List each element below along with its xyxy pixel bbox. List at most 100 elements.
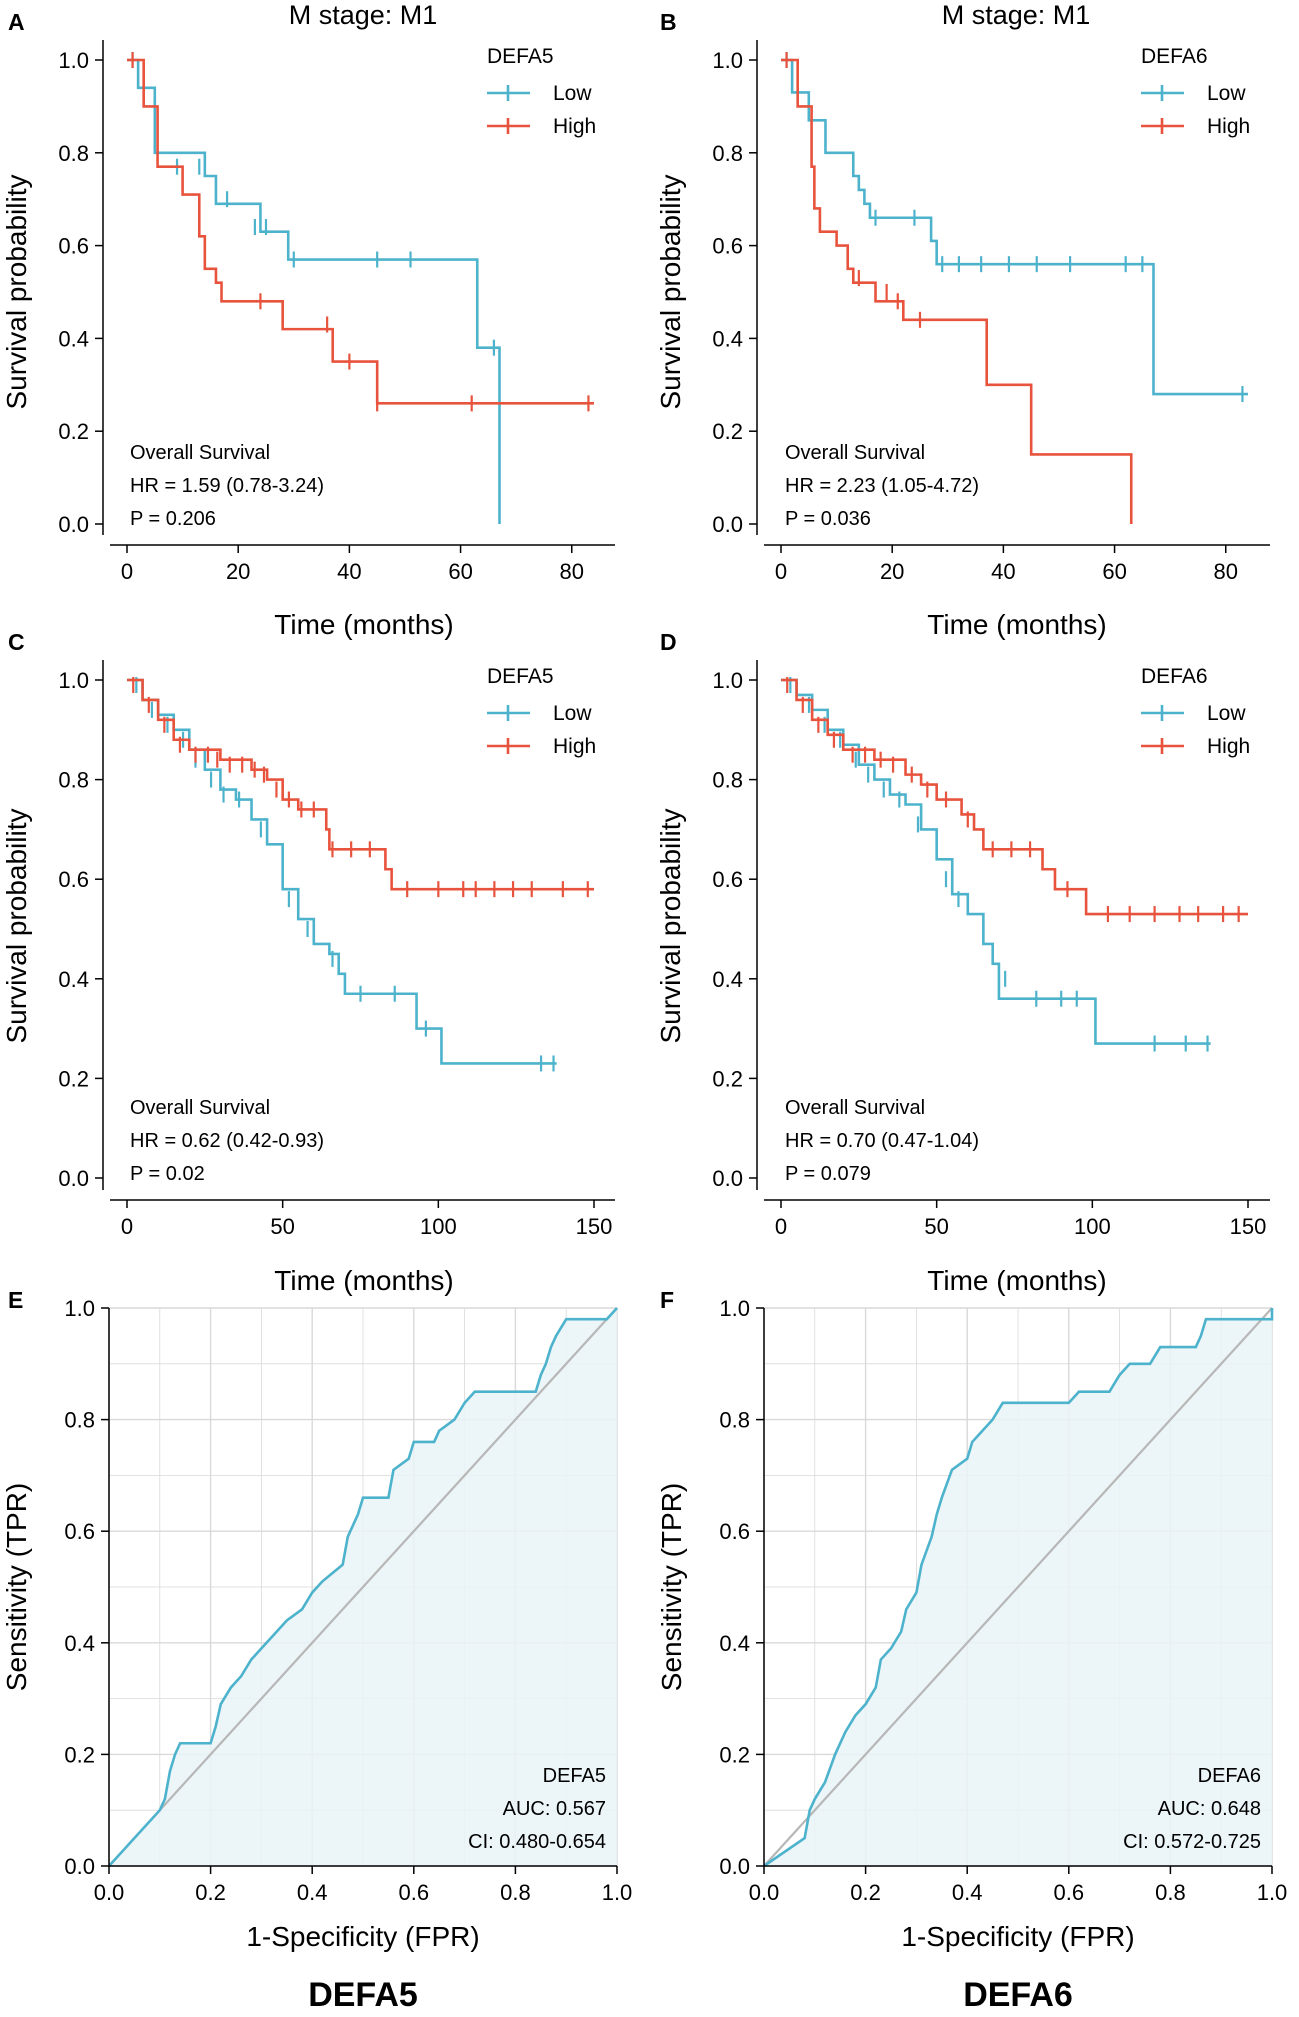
x-tick-label: 40	[991, 559, 1015, 584]
roc-curve	[108, 1307, 618, 1867]
y-tick-label: 1.0	[58, 668, 89, 693]
x-ticks: 0.0 0.2 0.4 0.6 0.8 1.0	[94, 1866, 632, 1905]
legend: DEFA5 Low High	[487, 665, 596, 758]
y-tick-label: 0.0	[712, 512, 743, 537]
roc-curve	[763, 1308, 1274, 1868]
y-tick-label: 0.8	[58, 768, 89, 793]
x-ticks: 0 50 100 150	[121, 1200, 612, 1239]
legend-low-label: Low	[1207, 702, 1246, 725]
y-tick-label: 0.4	[58, 326, 89, 351]
x-ticks: 0 50 100 150	[775, 1200, 1266, 1239]
data-layer	[127, 52, 594, 524]
y-tick-label: 0.8	[712, 141, 743, 166]
y-axis-label: Survival probability	[655, 809, 686, 1044]
y-tick-label: 0.4	[64, 1631, 95, 1656]
annotation-ci: CI: 0.572-0.725	[1123, 1831, 1261, 1853]
x-axis-label: Time (months)	[274, 1265, 453, 1296]
km-curve-low	[781, 58, 1248, 396]
x-tick-label: 100	[1074, 1214, 1111, 1239]
chart-title: M stage: M1	[289, 0, 438, 30]
y-tick-label: 0.0	[64, 1854, 95, 1879]
x-tick-label: 0	[775, 559, 787, 584]
x-axis-label: Time (months)	[274, 609, 453, 640]
x-tick-label: 0.4	[297, 1880, 328, 1905]
y-ticks: 0.0 0.2 0.4 0.6 0.8 1.0	[719, 1296, 764, 1879]
y-ticks: 0.0 0.2 0.4 0.6 0.8 1.0	[64, 1296, 109, 1879]
km-curve-high	[781, 678, 1248, 916]
legend-high-label: High	[1207, 735, 1250, 758]
y-tick-label: 1.0	[58, 48, 89, 73]
x-tick-label: 0.6	[399, 1880, 430, 1905]
km-curve-high	[127, 58, 594, 405]
x-tick-label: 0	[775, 1214, 787, 1239]
annotation-p: P = 0.036	[785, 508, 871, 530]
y-tick-label: 0.6	[58, 867, 89, 892]
y-tick-label: 1.0	[719, 1296, 750, 1321]
x-ticks: 0 20 40 60 80	[775, 545, 1238, 584]
x-tick-label: 0.2	[850, 1880, 881, 1905]
annotation-hr: HR = 0.70 (0.47-1.04)	[785, 1130, 979, 1152]
annotation-hr: HR = 1.59 (0.78-3.24)	[130, 475, 324, 497]
panel-label: D	[660, 629, 677, 655]
y-ticks: 0.0 0.2 0.4 0.6 0.8 1.0	[58, 668, 103, 1191]
y-tick-label: 0.0	[719, 1854, 750, 1879]
y-tick-label: 0.4	[712, 967, 743, 992]
annotation-marker: DEFA5	[543, 1765, 606, 1787]
legend-title: DEFA6	[1141, 45, 1208, 68]
y-tick-label: 0.2	[712, 1066, 743, 1091]
x-tick-label: 0.8	[1155, 1880, 1186, 1905]
y-ticks: 0.0 0.2 0.4 0.6 0.8 1.0	[58, 48, 103, 537]
panel-label: A	[8, 9, 25, 35]
stats-annotation: Overall Survival HR = 0.62 (0.42-0.93) P…	[130, 1097, 324, 1185]
auc-annotation: DEFA5 AUC: 0.567 CI: 0.480-0.654	[468, 1765, 606, 1853]
data-layer	[108, 1307, 618, 1867]
reference-diagonal	[763, 1307, 1273, 1867]
legend-high-label: High	[1207, 115, 1250, 138]
legend-low-label: Low	[1207, 82, 1246, 105]
annotation-p: P = 0.079	[785, 1163, 871, 1185]
data-layer	[781, 676, 1248, 1052]
auc-annotation: DEFA6 AUC: 0.648 CI: 0.572-0.725	[1123, 1765, 1261, 1853]
x-tick-label: 1.0	[1257, 1880, 1288, 1905]
y-tick-label: 0.6	[712, 234, 743, 259]
annotation-title: Overall Survival	[785, 1097, 925, 1119]
x-tick-label: 40	[337, 559, 361, 584]
bottom-title: DEFA6	[963, 1976, 1073, 2014]
annotation-ci: CI: 0.480-0.654	[468, 1831, 606, 1853]
y-axis-label: Sensitivity (TPR)	[1, 1483, 32, 1691]
legend: DEFA5 Low High	[487, 45, 596, 138]
annotation-hr: HR = 2.23 (1.05-4.72)	[785, 475, 979, 497]
annotation-p: P = 0.02	[130, 1163, 205, 1185]
y-tick-label: 0.2	[58, 419, 89, 444]
legend-high-label: High	[553, 735, 596, 758]
y-tick-label: 0.2	[64, 1742, 95, 1767]
legend: DEFA6 Low High	[1141, 665, 1250, 758]
legend-title: DEFA6	[1141, 665, 1208, 688]
legend-low-label: Low	[553, 82, 592, 105]
panel-f: F 0.00.20.40.60.81.0 0.0 0.2 0.4 0.6 0.8 1.0 …	[656, 1287, 1287, 2014]
x-tick-label: 0.4	[952, 1880, 983, 1905]
x-axis-label: 1-Specificity (FPR)	[901, 1921, 1134, 1952]
annotation-marker: DEFA6	[1198, 1765, 1261, 1787]
y-tick-label: 0.0	[58, 512, 89, 537]
y-tick-label: 0.8	[58, 141, 89, 166]
annotation-title: Overall Survival	[130, 1097, 270, 1119]
x-tick-label: 0.0	[94, 1880, 125, 1905]
y-tick-label: 0.8	[719, 1408, 750, 1433]
y-tick-label: 0.0	[712, 1166, 743, 1191]
x-tick-label: 150	[576, 1214, 613, 1239]
legend-title: DEFA5	[487, 45, 554, 68]
panel-c: C 0.0 0.2 0.4 0.6 0.8 1.0 0 50 100 150 Time (mon…	[1, 629, 615, 1296]
x-tick-label: 80	[560, 559, 584, 584]
legend-low-label: Low	[553, 702, 592, 725]
stats-annotation: Overall Survival HR = 0.70 (0.47-1.04) P…	[785, 1097, 979, 1185]
x-tick-label: 0	[121, 559, 133, 584]
x-tick-label: 0.2	[195, 1880, 226, 1905]
panel-e: E 0.00.20.40.60.81.0 0.0 0.2 0.4 0.6 0.8 1.0 …	[1, 1287, 632, 2014]
panel-label: E	[8, 1287, 23, 1313]
data-layer	[763, 1307, 1274, 1868]
annotation-title: Overall Survival	[130, 442, 270, 464]
panel-label: C	[8, 629, 25, 655]
x-tick-label: 0.8	[500, 1880, 531, 1905]
data-layer	[127, 676, 594, 1072]
